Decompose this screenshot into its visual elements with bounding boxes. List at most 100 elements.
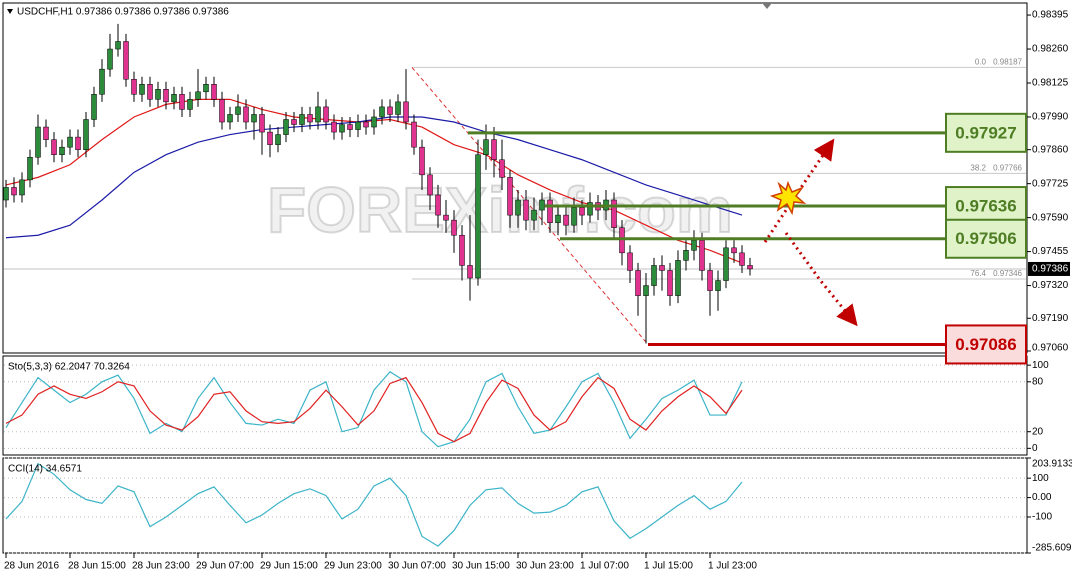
candle-body [467, 265, 473, 279]
candle-body [515, 199, 521, 216]
fib-price: 0.97766 [993, 163, 1022, 172]
candle-body [267, 131, 273, 145]
candle-body [123, 41, 129, 80]
candle-body [299, 114, 305, 125]
level-label: 0.97927 [955, 123, 1016, 142]
candle-body [203, 84, 209, 93]
candle-body [587, 202, 593, 216]
down-arrow [784, 232, 858, 327]
candle-body [723, 247, 729, 281]
x-tick-label: 1 Jul 07:00 [580, 561, 629, 572]
candle-body [315, 106, 321, 123]
candle-body [435, 194, 441, 216]
candle-body [443, 214, 449, 221]
candle-body [371, 116, 377, 128]
y-tick-label: 0.98395 [1032, 10, 1069, 21]
candle-body [59, 146, 65, 155]
y-tick-label: 100 [1032, 360, 1049, 371]
x-tick-label: 29 Jun 15:00 [260, 561, 318, 572]
candle-body [291, 119, 297, 125]
main-panel [2, 2, 1028, 354]
candle-body [99, 68, 105, 95]
level-box [945, 186, 1027, 227]
up-arrow [763, 138, 835, 243]
candle-body [339, 124, 345, 133]
menu-triangle [7, 9, 13, 14]
candle-body [35, 126, 41, 158]
candle-body [115, 41, 121, 50]
plot-layer: 0.0 0.98187 38.2 0.97766 76.4 0.97346 [3, 14, 1031, 558]
candle-body [3, 187, 9, 201]
candle-body [163, 89, 169, 103]
candle-body [107, 48, 113, 70]
indicator-line [5, 462, 743, 547]
candle-body [619, 227, 625, 254]
current-price-box [1028, 261, 1070, 276]
candle-body [675, 260, 681, 296]
fib-ratio: 0.0 [975, 58, 987, 67]
x-tick-label: 30 Jun 15:00 [452, 561, 510, 572]
candle-body [83, 119, 89, 150]
candle-body [747, 265, 753, 270]
indicator-line [5, 376, 743, 443]
watermark: FOREXimf.com [267, 174, 733, 246]
x-tick-label: 30 Jun 07:00 [388, 561, 446, 572]
candle-body [171, 94, 177, 103]
candle-body [627, 252, 633, 271]
candle-body [539, 199, 545, 211]
y-tick-label: 0.97860 [1032, 144, 1069, 155]
x-tick-label: 28 Jun 2016 [4, 561, 59, 572]
y-tick-label: 80 [1032, 376, 1044, 387]
candle-body [147, 84, 153, 100]
y-tick-label: 0.98125 [1032, 78, 1069, 89]
x-tick-label: 29 Jun 07:00 [196, 561, 254, 572]
candle-body [283, 119, 289, 135]
candle-body [707, 270, 713, 291]
candle-body [395, 101, 401, 115]
candle-body [475, 154, 481, 279]
candle-body [75, 136, 81, 150]
fib-ratio: 38.2 [970, 163, 986, 172]
candle-body [579, 207, 585, 216]
candle-body [331, 121, 337, 133]
candle-body [427, 174, 433, 196]
x-tick-label: 29 Jun 23:00 [324, 561, 382, 572]
y-tick-label: 0.97455 [1032, 246, 1069, 257]
candle-body [19, 179, 25, 196]
candle-body [363, 121, 369, 128]
stochastic-panel [2, 355, 1028, 456]
cci-panel [2, 457, 1028, 554]
current-price-label: 0.97386 [1032, 264, 1069, 275]
y-tick-label: -100 [1032, 512, 1052, 523]
candle-body [651, 265, 657, 286]
candle-body [355, 121, 361, 130]
candle-body [179, 94, 185, 110]
candle-body [243, 106, 249, 123]
candle-body [387, 106, 393, 115]
candle-body [731, 247, 737, 254]
y-tick-label: 20 [1032, 426, 1044, 437]
candle-body [155, 89, 161, 100]
candle-body [699, 240, 705, 271]
candle-body [691, 240, 697, 251]
candle-body [379, 106, 385, 118]
candle-body [323, 106, 329, 123]
stochastic-title: Sto(5,3,3) 62.2047 70.3264 [8, 362, 130, 373]
fib-price: 0.97346 [993, 269, 1022, 278]
candle-body [51, 139, 57, 155]
main-title: USDCHF,H1 0.97386 0.97386 0.97386 0.9738… [17, 7, 229, 18]
candle-body [683, 250, 689, 261]
candle-body [11, 187, 17, 196]
y-tick-label: 0.97990 [1032, 112, 1069, 123]
candle-body [411, 121, 417, 148]
candle-body [211, 84, 217, 100]
candle-body [187, 99, 193, 110]
candle-body [403, 101, 409, 123]
y-tick-label: 0.97320 [1032, 280, 1069, 291]
fib-price: 0.98187 [993, 58, 1022, 67]
x-tick-label: 30 Jun 23:00 [516, 561, 574, 572]
candle-body [419, 146, 425, 176]
candle-body [259, 114, 265, 133]
candle-body [547, 199, 553, 223]
